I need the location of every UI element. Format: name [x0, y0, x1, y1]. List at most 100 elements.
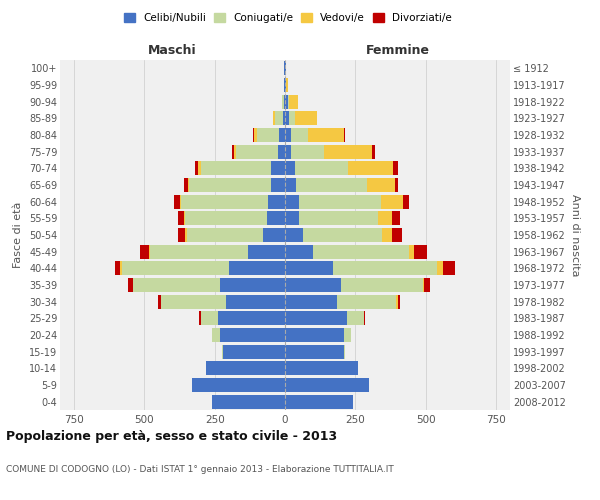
Bar	[133, 278, 220, 292]
Bar	[248, 244, 285, 259]
Bar	[348, 162, 393, 175]
Bar	[223, 344, 285, 359]
Bar	[115, 261, 121, 276]
Bar	[122, 261, 229, 276]
Bar	[333, 261, 437, 276]
Bar	[337, 294, 396, 308]
Y-axis label: Fasce di età: Fasce di età	[13, 202, 23, 268]
Bar	[268, 194, 285, 209]
Bar	[254, 128, 257, 142]
Bar	[380, 194, 403, 209]
Bar	[443, 261, 455, 276]
Bar	[398, 294, 400, 308]
Bar	[285, 394, 353, 409]
Bar	[295, 162, 348, 175]
Bar	[220, 328, 285, 342]
Bar	[285, 344, 344, 359]
Bar	[341, 278, 423, 292]
Bar	[150, 244, 248, 259]
Bar	[285, 278, 341, 292]
Bar	[212, 394, 285, 409]
Bar	[229, 261, 285, 276]
Bar	[290, 128, 308, 142]
Bar	[185, 228, 187, 242]
Bar	[285, 128, 290, 142]
Bar	[437, 261, 443, 276]
Bar	[284, 94, 285, 109]
Bar	[188, 178, 190, 192]
Bar	[392, 211, 400, 226]
Bar	[271, 162, 285, 175]
Bar	[285, 78, 286, 92]
Bar	[184, 178, 188, 192]
Bar	[192, 378, 285, 392]
Bar	[253, 128, 254, 142]
Bar	[285, 361, 358, 376]
Bar	[308, 128, 344, 142]
Bar	[179, 194, 181, 209]
Bar	[195, 162, 198, 175]
Bar	[181, 194, 268, 209]
Bar	[285, 94, 288, 109]
Bar	[278, 144, 285, 159]
Bar	[285, 194, 299, 209]
Bar	[285, 244, 313, 259]
Bar	[344, 344, 346, 359]
Bar	[403, 194, 409, 209]
Bar	[285, 162, 295, 175]
Bar	[121, 261, 122, 276]
Bar	[347, 311, 364, 326]
Bar	[200, 311, 218, 326]
Bar	[285, 328, 344, 342]
Bar	[299, 211, 378, 226]
Text: Popolazione per età, sesso e stato civile - 2013: Popolazione per età, sesso e stato civil…	[6, 430, 337, 443]
Bar	[280, 128, 285, 142]
Bar	[393, 162, 398, 175]
Bar	[303, 228, 382, 242]
Bar	[285, 378, 370, 392]
Bar	[185, 211, 267, 226]
Bar	[128, 278, 133, 292]
Bar	[344, 328, 351, 342]
Bar	[415, 244, 427, 259]
Bar	[382, 228, 392, 242]
Bar	[285, 211, 299, 226]
Bar	[236, 144, 278, 159]
Bar	[220, 278, 285, 292]
Bar	[378, 211, 392, 226]
Text: COMUNE DI CODOGNO (LO) - Dati ISTAT 1° gennaio 2013 - Elaborazione TUTTITALIA.IT: COMUNE DI CODOGNO (LO) - Dati ISTAT 1° g…	[6, 465, 394, 474]
Bar	[257, 128, 280, 142]
Bar	[198, 162, 200, 175]
Bar	[290, 144, 325, 159]
Bar	[275, 112, 283, 126]
Bar	[184, 211, 185, 226]
Bar	[267, 211, 285, 226]
Bar	[285, 228, 303, 242]
Bar	[274, 112, 275, 126]
Bar	[285, 261, 333, 276]
Bar	[178, 211, 184, 226]
Bar	[271, 178, 285, 192]
Bar	[199, 311, 200, 326]
Bar	[285, 112, 289, 126]
Legend: Celibi/Nubili, Coniugati/e, Vedovi/e, Divorziati/e: Celibi/Nubili, Coniugati/e, Vedovi/e, Di…	[121, 10, 455, 26]
Bar	[285, 294, 337, 308]
Bar	[218, 311, 285, 326]
Bar	[222, 344, 223, 359]
Bar	[285, 144, 290, 159]
Y-axis label: Anni di nascita: Anni di nascita	[569, 194, 580, 276]
Bar	[289, 94, 298, 109]
Bar	[285, 311, 347, 326]
Bar	[187, 228, 263, 242]
Bar	[226, 294, 285, 308]
Bar	[190, 178, 271, 192]
Bar	[372, 144, 375, 159]
Bar	[423, 278, 424, 292]
Bar	[282, 94, 284, 109]
Bar	[200, 162, 271, 175]
Bar	[161, 294, 226, 308]
Bar	[286, 78, 288, 92]
Bar	[283, 112, 285, 126]
Bar	[158, 294, 161, 308]
Bar	[174, 194, 179, 209]
